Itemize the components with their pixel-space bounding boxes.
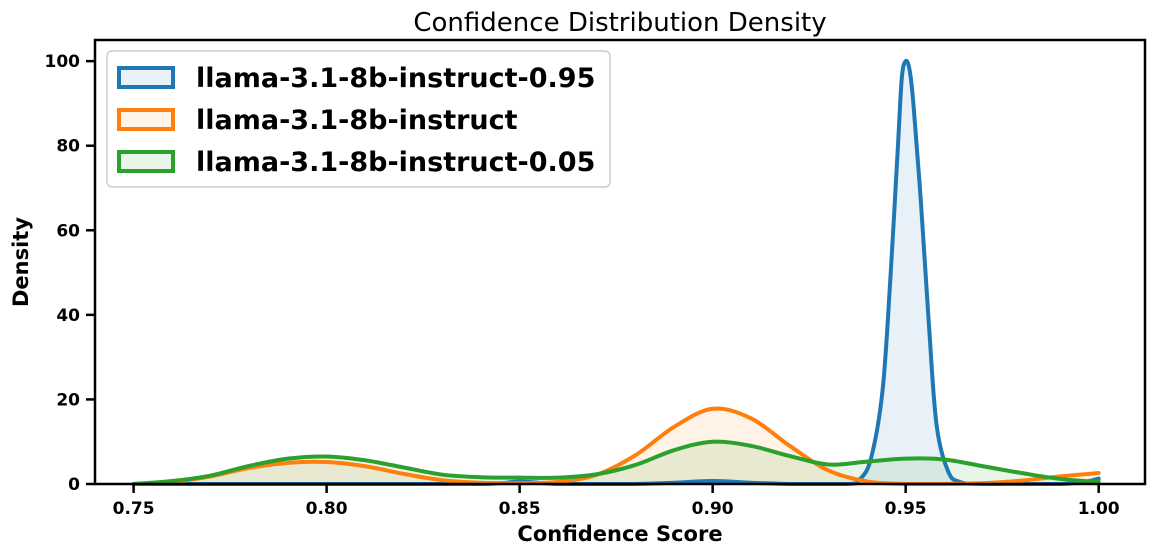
- series-area-llama-3-1-8b-instruct-0-05: [133, 441, 1099, 484]
- x-tick-label: 0.80: [306, 499, 348, 519]
- axes: 0.75 0.80 0.85 0.90 0.95 1.00 0 20 40 60 80 100: [45, 38, 1147, 519]
- y-tick-label: 40: [56, 306, 80, 326]
- y-tick-label: 80: [56, 137, 80, 157]
- series-area-llama-3-1-8b-instruct-0-95: [133, 60, 1099, 484]
- x-tick-label: 0.75: [113, 499, 155, 519]
- series-line-llama-3-1-8b-instruct-0-05: [131, 439, 1101, 486]
- x-tick-label: 0.85: [499, 499, 541, 519]
- legend-swatch-llama-3-1-8b-instruct-0-95: [117, 66, 175, 89]
- x-tick-label: 0.95: [885, 499, 927, 519]
- y-tick-label: 20: [56, 390, 80, 410]
- y-tick-label: 100: [45, 52, 81, 72]
- plot-frame: [93, 38, 1147, 486]
- y-axis-label: Density: [9, 217, 33, 307]
- legend-swatch-llama-3-1-8b-instruct: [117, 108, 175, 131]
- legend-swatch-llama-3-1-8b-instruct-0-05: [117, 150, 175, 173]
- legend-label-llama-3-1-8b-instruct: llama-3.1-8b-instruct: [196, 105, 518, 136]
- y-tick-label: 0: [68, 475, 80, 495]
- plot-area: [131, 58, 1101, 487]
- x-tick-label: 1.00: [1078, 499, 1120, 519]
- legend: llama-3.1-8b-instruct-0.95 llama-3.1-8b-i…: [106, 50, 611, 188]
- x-axis-label: Confidence Score: [517, 522, 722, 546]
- legend-label-llama-3-1-8b-instruct-0-95: llama-3.1-8b-instruct-0.95: [196, 63, 595, 94]
- y-tick-label: 60: [56, 221, 80, 241]
- chart-title: Confidence Distribution Density: [413, 8, 826, 38]
- legend-label-llama-3-1-8b-instruct-0-05: llama-3.1-8b-instruct-0.05: [196, 147, 595, 178]
- x-tick-label: 0.90: [692, 499, 734, 519]
- legend-box: [106, 50, 611, 188]
